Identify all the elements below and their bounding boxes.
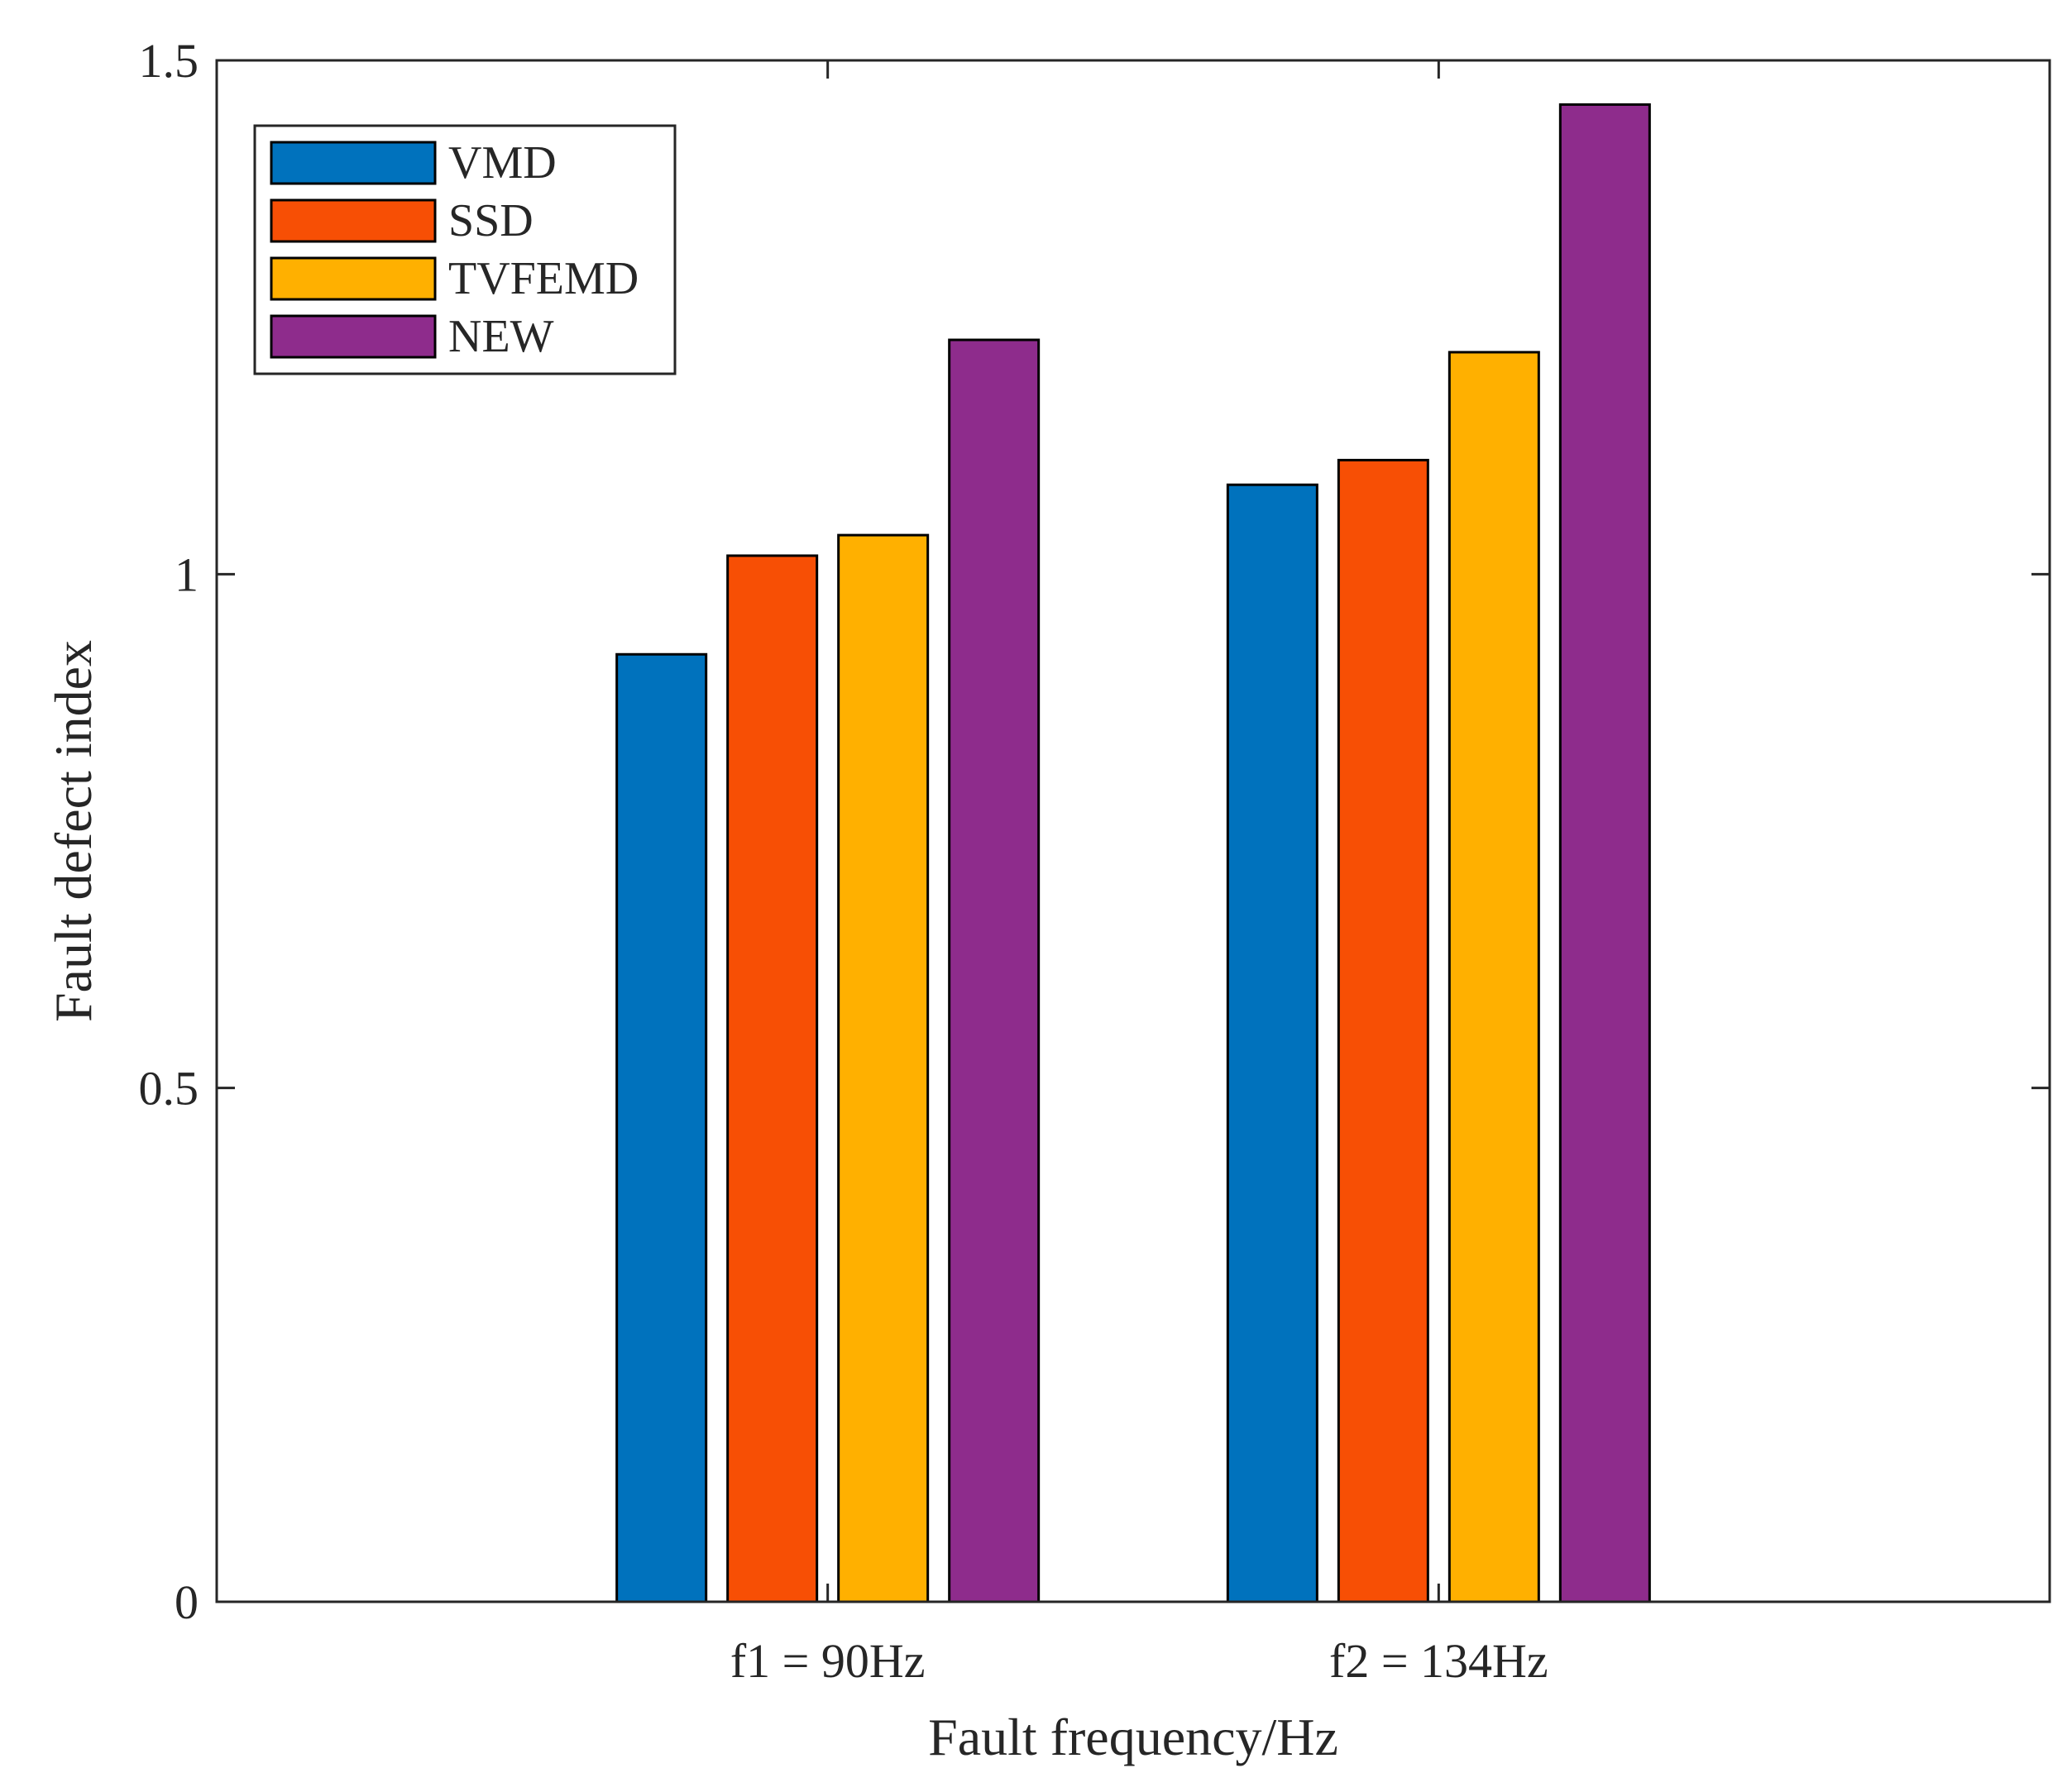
y-tick-label: 1 — [175, 547, 199, 601]
bar-vmd-1 — [615, 652, 708, 1603]
legend-swatch-ssd — [270, 198, 437, 243]
bar-vmd-2 — [1226, 483, 1318, 1603]
legend-swatch-tvfemd — [270, 256, 437, 301]
bar-tvfemd-1 — [837, 533, 930, 1603]
x-tick-labels: f1 = 90Hz f2 = 134Hz — [730, 1634, 1548, 1688]
x-axis-label: Fault frequency/Hz — [928, 1708, 1338, 1766]
bar-tvfemd-2 — [1448, 351, 1540, 1603]
legend-swatch-vmd — [270, 141, 437, 185]
legend-label-tvfemd: TVFEMD — [448, 253, 639, 304]
legend-label-vmd: VMD — [448, 137, 557, 189]
legend-label-ssd: SSD — [448, 195, 534, 246]
ticks-group — [217, 59, 2050, 1603]
bar-new-2 — [1558, 103, 1651, 1603]
legend: VMD SSD TVFEMD NEW — [253, 124, 677, 375]
bar-ssd-1 — [726, 554, 819, 1603]
y-tick-label: 1.5 — [139, 34, 199, 88]
x-tick-label: f1 = 90Hz — [730, 1634, 926, 1688]
y-tick-label: 0.5 — [139, 1062, 199, 1116]
x-tick-label: f2 = 134Hz — [1329, 1634, 1548, 1688]
plot-frame — [215, 59, 2051, 1603]
bar-new-1 — [948, 338, 1041, 1603]
legend-swatch-new — [270, 314, 437, 359]
bars-group — [615, 103, 1651, 1603]
bar-ssd-2 — [1337, 458, 1429, 1603]
y-tick-labels: 0 0.5 1 1.5 — [139, 34, 199, 1629]
legend-label-new: NEW — [448, 311, 554, 362]
y-tick-label: 0 — [175, 1575, 199, 1629]
y-axis-label: Fault defect index — [44, 640, 103, 1022]
